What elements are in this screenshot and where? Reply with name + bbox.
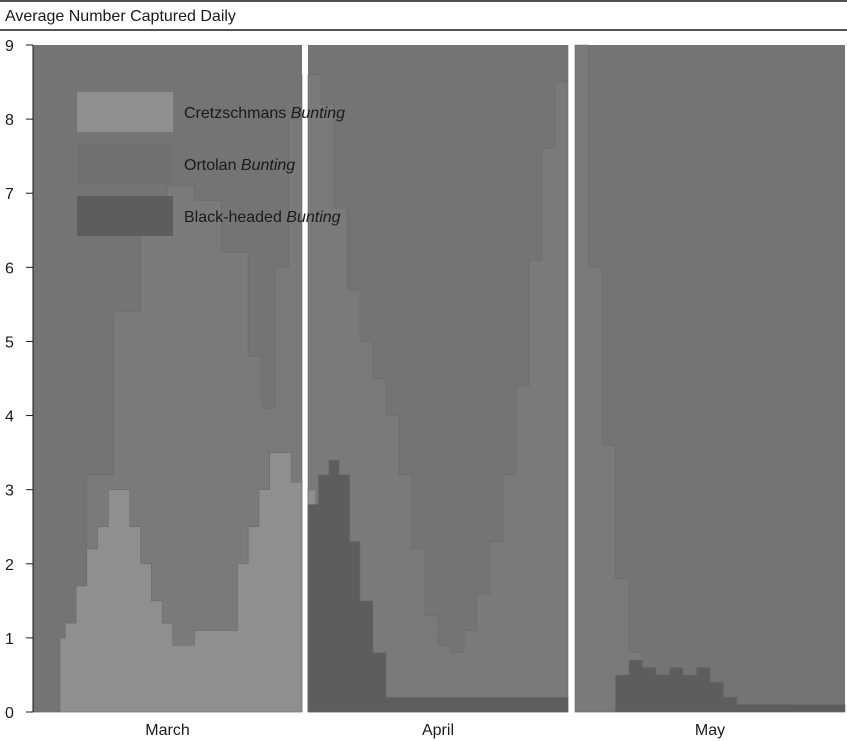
y-tick-label: 2: [5, 557, 14, 574]
y-axis-ticks: 0 1 2 3 4 5 6 7 8 9: [5, 38, 33, 722]
y-tick-label: 5: [5, 334, 14, 351]
y-tick-label: 0: [5, 705, 14, 722]
area-ortolan-bunting-april: [307, 45, 569, 713]
x-label-may: May: [695, 722, 725, 739]
legend-label-1: Ortolan Bunting: [184, 157, 295, 174]
y-tick-label: 7: [5, 186, 14, 203]
legend-swatch-2: [77, 196, 173, 236]
area-cretzschmans-bunting-march: [33, 452, 303, 713]
y-tick-label: 4: [5, 409, 14, 426]
legend-label-2: Black-headed Bunting: [184, 209, 341, 226]
y-tick-label: 9: [5, 38, 14, 55]
legend-swatch-0: [77, 92, 173, 132]
legend-swatch-1: [77, 144, 173, 184]
area-black-headed-bunting-april: [307, 459, 569, 713]
chart-title: Average Number Captured Daily: [5, 8, 236, 25]
x-label-april: April: [422, 722, 454, 739]
legend-label-0: Cretzschmans Bunting: [184, 105, 345, 122]
y-tick-label: 6: [5, 260, 14, 277]
area-black-headed-bunting-may: [575, 659, 846, 713]
y-tick-label: 8: [5, 112, 14, 129]
x-axis-labels: March April May: [145, 722, 725, 739]
series-areas: [33, 44, 846, 713]
legend: Cretzschmans Bunting Ortolan Bunting Black…: [77, 92, 345, 236]
y-tick-label: 1: [5, 631, 14, 648]
y-tick-label: 3: [5, 483, 14, 500]
x-label-march: March: [145, 722, 189, 739]
